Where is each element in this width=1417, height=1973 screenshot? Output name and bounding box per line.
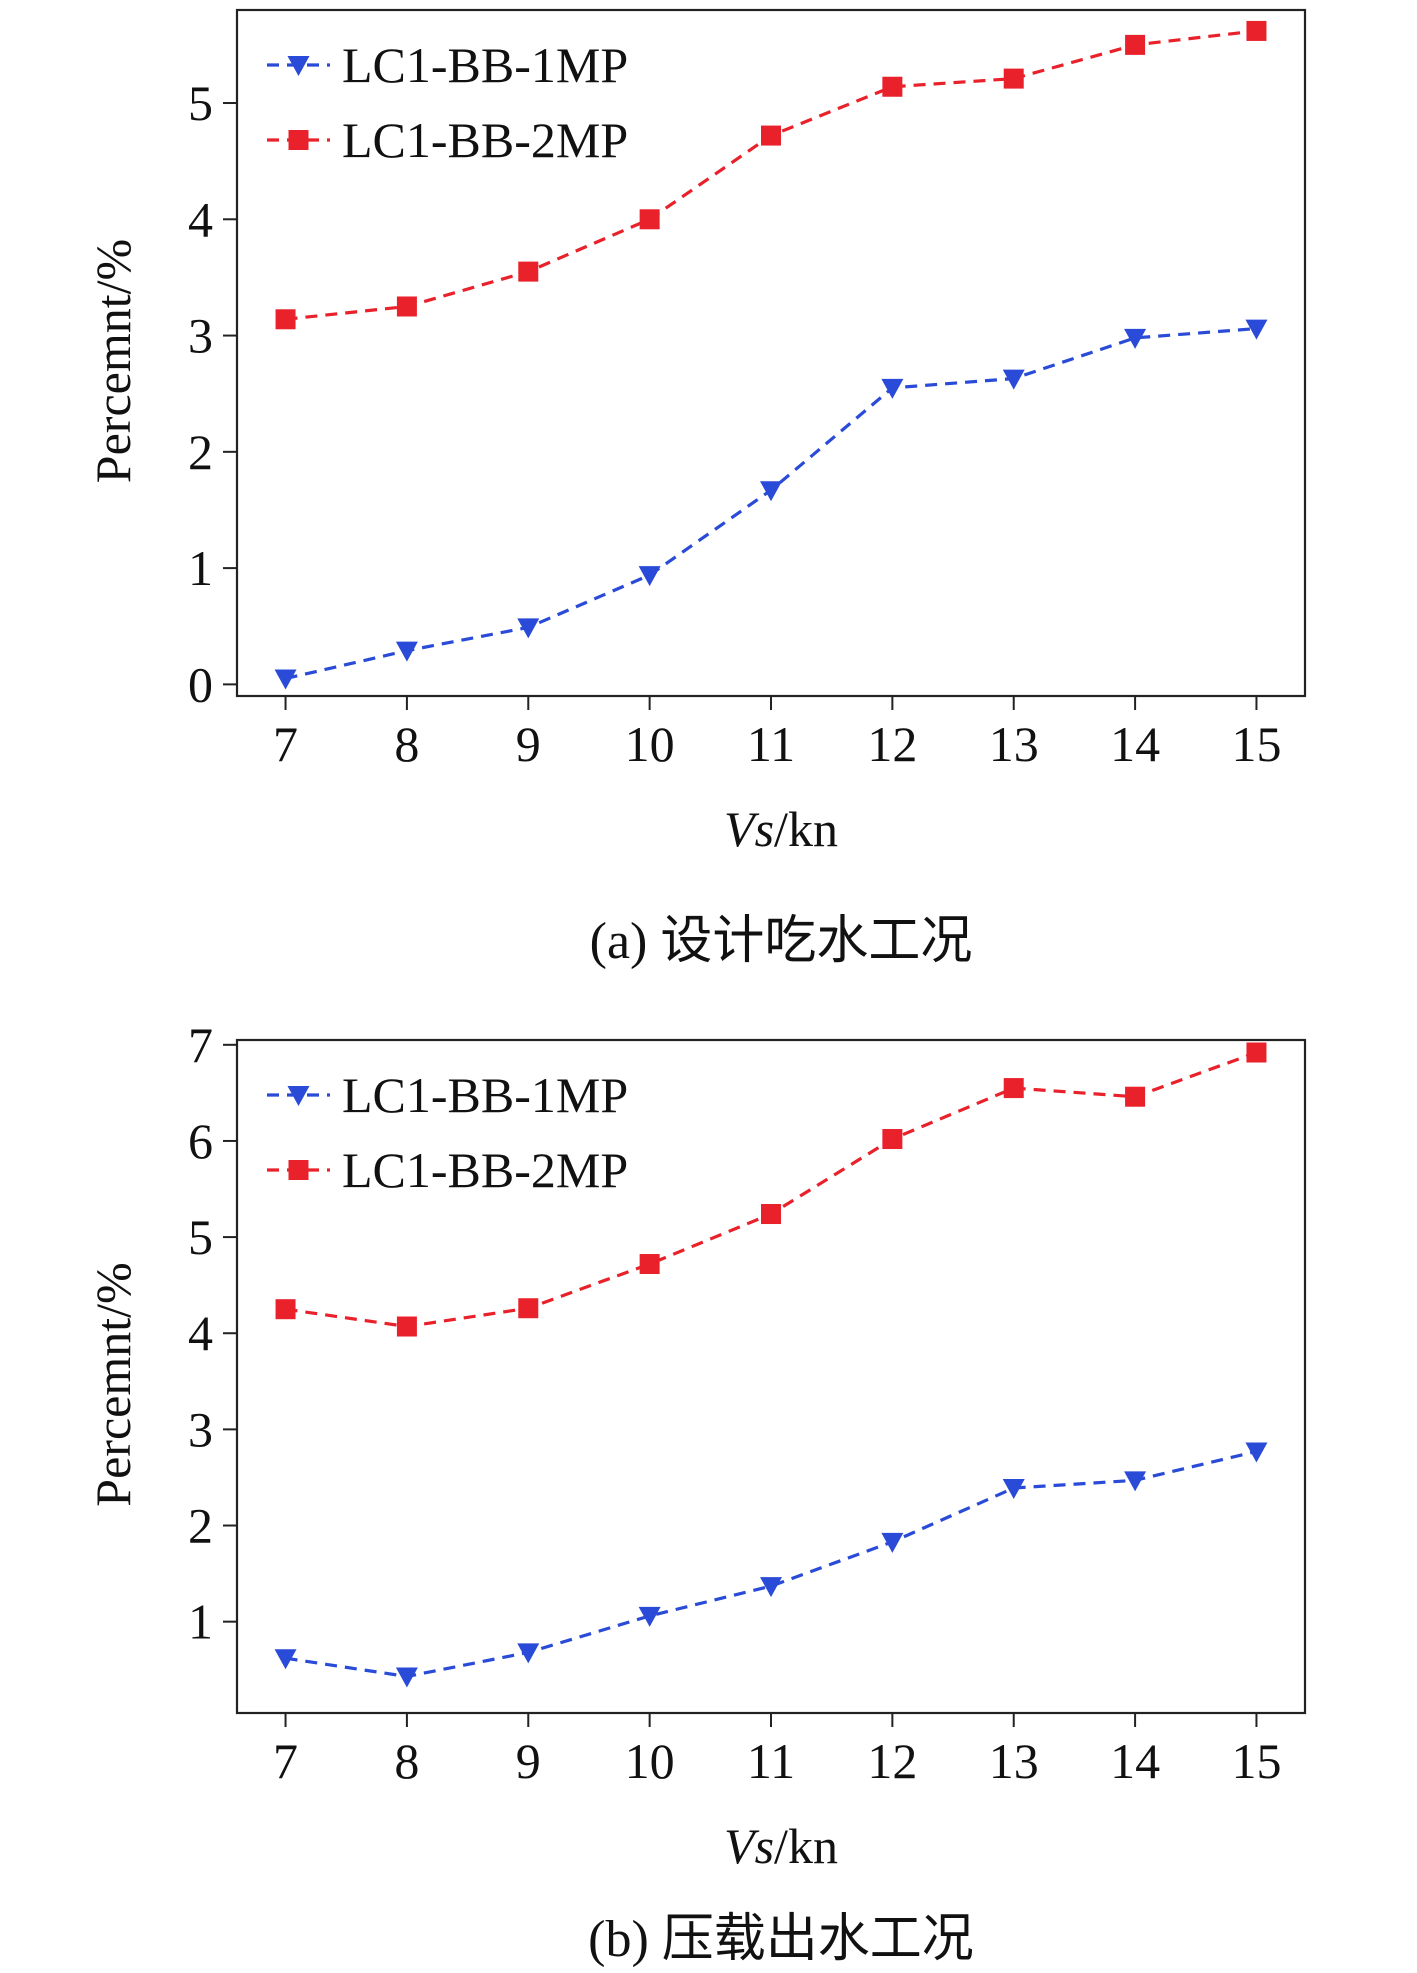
data-point-marker [1124,328,1147,349]
x-tick-label: 10 [625,716,675,772]
x-tick-label: 8 [394,716,419,772]
x-axis-label: Vs/kn [724,1818,838,1874]
data-point-marker [275,309,296,330]
y-tick-label: 4 [188,1305,213,1361]
x-tick-label: 13 [989,716,1039,772]
legend-label: LC1-BB-1MP [342,37,628,93]
data-point-marker [882,76,903,97]
legend-marker [287,56,310,76]
x-axis-label-unit: /kn [774,801,838,857]
data-point-marker [518,1298,539,1319]
data-point-marker [881,378,904,399]
legend-marker [288,1160,309,1180]
x-axis-label-symbol: Vs [724,801,774,857]
data-point-marker [1002,369,1025,390]
legend-label: LC1-BB-1MP [342,1067,628,1123]
data-point-marker [761,1204,781,1225]
x-axis-label-symbol: Vs [724,1818,774,1874]
data-point-marker [639,1254,660,1275]
y-tick-label: 0 [188,656,213,712]
x-axis-label-unit: /kn [774,1818,838,1874]
y-tick-label: 2 [188,424,213,480]
y-tick-label: 7 [188,1017,213,1073]
data-point-marker [1125,1086,1146,1107]
x-tick-label: 13 [989,1733,1039,1789]
data-point-marker [395,1667,418,1688]
data-point-marker [638,1606,661,1627]
data-point-marker [275,1299,296,1320]
x-tick-label: 14 [1110,716,1160,772]
legend-label: LC1-BB-2MP [342,1142,628,1198]
legend-label: LC1-BB-2MP [342,112,628,168]
y-tick-label: 2 [188,1498,213,1554]
x-axis-label: Vs/kn [724,801,838,857]
y-tick-label: 5 [188,75,213,131]
figure-caption: (b) 压载出水工况 [588,1911,974,1968]
chart-panel-b: 7 8 9 10 11 12 13 14 151234567Percemnt/%Vs/kn(b)… [85,1017,1307,1968]
series-line-1 [285,1449,1257,1679]
y-tick-label: 5 [188,1209,213,1265]
chart-panel-a: 7 8 9 10 11 12 13 14 15012345Percemnt/%Vs/kn(a) … [85,8,1307,970]
x-tick-label: 12 [867,1733,917,1789]
x-tick-label: 15 [1231,716,1281,772]
x-tick-label: 14 [1110,1733,1160,1789]
x-tick-label: 15 [1231,1733,1281,1789]
data-point-marker [274,1649,297,1670]
x-tick-label: 7 [273,716,298,772]
data-point-marker [881,1532,904,1553]
y-axis-label: Percemnt/% [85,239,141,483]
data-point-marker [639,209,660,230]
x-tick-label: 8 [394,1733,419,1789]
data-point-marker [396,296,417,317]
y-tick-label: 6 [188,1113,213,1169]
data-point-marker [1003,68,1024,89]
x-tick-label: 9 [516,1733,541,1789]
data-point-marker [1246,20,1267,41]
data-point-marker [1124,1471,1147,1492]
figure-caption: (a) 设计吃水工况 [590,913,973,970]
data-point-marker [1246,1042,1267,1063]
plot-frame [235,1038,1307,1715]
data-point-marker [274,669,297,690]
x-tick-label: 10 [625,1733,675,1789]
data-point-marker [395,641,418,662]
data-point-marker [1245,1442,1268,1463]
x-tick-label: 11 [747,716,795,772]
y-tick-label: 3 [188,308,213,364]
x-tick-label: 11 [747,1733,795,1789]
data-point-marker [638,566,661,587]
series-line-1 [285,326,1257,681]
data-point-marker [760,481,782,502]
y-tick-label: 1 [188,540,213,596]
data-point-marker [1245,319,1268,340]
data-point-marker [518,261,539,282]
data-point-marker [760,1577,782,1598]
data-point-marker [396,1316,417,1337]
data-point-marker [1125,34,1146,55]
y-tick-label: 1 [188,1594,213,1650]
x-tick-label: 9 [516,716,541,772]
y-tick-label: 3 [188,1401,213,1457]
x-tick-label: 7 [273,1733,298,1789]
y-tick-label: 4 [188,191,213,247]
data-point-marker [882,1129,903,1150]
legend-marker [288,130,309,150]
y-axis-label: Percemnt/% [85,1262,141,1506]
data-point-marker [517,1643,540,1664]
legend-marker [287,1086,310,1106]
data-point-marker [761,125,781,146]
data-point-marker [1003,1078,1024,1099]
x-tick-label: 12 [867,716,917,772]
data-point-marker [1002,1479,1025,1500]
data-point-marker [517,618,540,639]
